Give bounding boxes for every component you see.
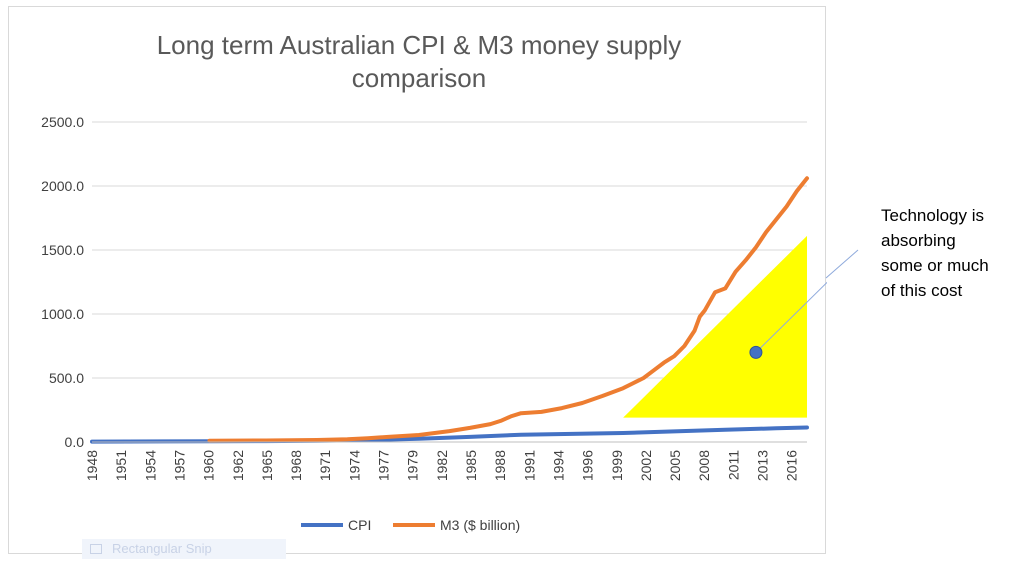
annotation-leader-line-outer (825, 249, 859, 279)
x-tick-label: 1965 (259, 450, 275, 481)
x-tick-label: 1951 (113, 450, 129, 481)
y-tick-label: 0.0 (65, 434, 85, 450)
x-axis: 1948 1951 1954 1957 1960 1962 1965 1968 1971 1974… (84, 441, 807, 481)
x-tick-label: 1957 (171, 450, 187, 481)
legend-label-cpi: CPI (348, 517, 371, 533)
highlight-triangle (623, 235, 807, 418)
x-tick-label: 1988 (492, 450, 508, 481)
y-axis-ticks: 0.0 500.0 1000.0 1500.0 2000.0 2500.0 (41, 114, 84, 450)
x-tick-label: 1971 (317, 450, 333, 481)
x-tick-label: 2008 (696, 450, 712, 481)
annotation-marker-dot (749, 345, 763, 359)
legend: CPI M3 ($ billion) (301, 517, 520, 533)
x-tick-label: 1968 (288, 450, 304, 481)
y-tick-label: 2000.0 (41, 178, 84, 194)
gridlines (92, 121, 807, 379)
legend-label-m3: M3 ($ billion) (440, 517, 520, 533)
y-tick-label: 500.0 (49, 370, 84, 386)
snip-watermark: Rectangular Snip (82, 539, 286, 559)
x-tick-label: 1977 (376, 450, 392, 481)
chart-title: Long term Australian CPI & M3 money supp… (157, 30, 682, 93)
x-tick-label: 1996 (580, 450, 596, 481)
x-tick-label: 1985 (463, 450, 479, 481)
x-tick-label: 1960 (201, 450, 217, 481)
x-tick-label: 1962 (230, 450, 246, 481)
annotation-line-4: of this cost (881, 281, 963, 300)
annotation-line-1: Technology is (881, 206, 985, 225)
x-tick-label: 1979 (405, 450, 421, 481)
annotation-marker (749, 281, 827, 359)
x-tick-label: 1991 (521, 450, 537, 481)
x-tick-label: 2013 (755, 450, 771, 481)
x-tick-label: 2011 (725, 450, 741, 480)
y-tick-label: 1500.0 (41, 242, 84, 258)
series-line-m3 (207, 176, 809, 443)
snip-icon (90, 544, 102, 554)
x-tick-label: 1994 (550, 450, 566, 481)
x-tick-label: 1982 (434, 450, 450, 481)
x-tick-label: 1948 (84, 450, 100, 481)
snip-watermark-text: Rectangular Snip (112, 541, 212, 556)
x-tick-label: 1999 (609, 450, 625, 481)
chart-title-line-1: Long term Australian CPI & M3 money supp… (157, 30, 682, 60)
annotation-text: Technology is absorbing some or much of … (881, 203, 1021, 303)
x-tick-label: 2016 (784, 450, 800, 481)
x-tick-label: 2005 (667, 450, 683, 481)
y-tick-label: 2500.0 (41, 114, 84, 130)
annotation-line-2: absorbing (881, 231, 956, 250)
annotation-leader-line (755, 281, 827, 353)
y-tick-label: 1000.0 (41, 306, 84, 322)
chart-title-line-2: comparison (352, 63, 486, 93)
annotation-line-3: some or much (881, 256, 989, 275)
x-tick-label: 2002 (638, 450, 654, 481)
series-lines (90, 176, 809, 444)
x-tick-label: 1954 (142, 450, 158, 481)
chart-svg: Long term Australian CPI & M3 money supp… (41, 30, 827, 533)
highlight-shapes (623, 235, 807, 418)
chart-area: Long term Australian CPI & M3 money supp… (8, 6, 827, 554)
x-tick-label: 1974 (346, 450, 362, 481)
